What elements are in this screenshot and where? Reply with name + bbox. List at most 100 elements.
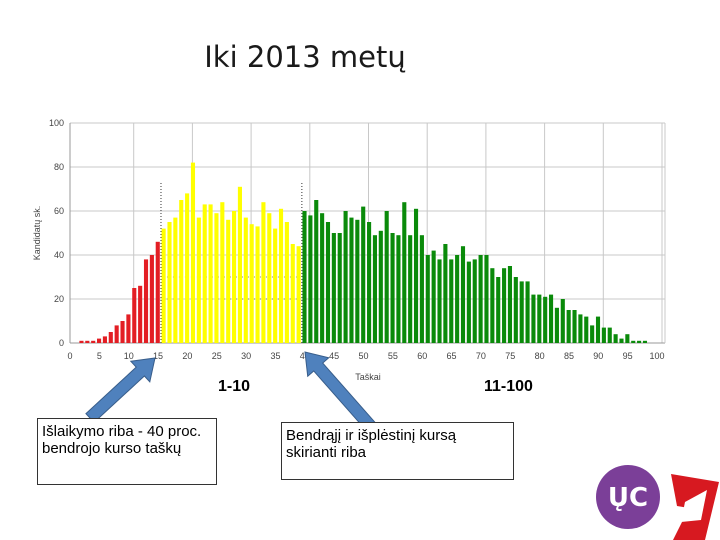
logo-icon: ŲC xyxy=(596,465,719,540)
bar xyxy=(91,340,96,343)
bar xyxy=(455,255,460,343)
y-tick-label: 40 xyxy=(54,250,64,260)
bar xyxy=(396,235,401,343)
x-tick-label: 50 xyxy=(358,351,368,361)
x-tick-label: 75 xyxy=(505,351,515,361)
bar xyxy=(408,235,413,343)
bar xyxy=(525,281,530,343)
bar xyxy=(513,277,518,343)
x-tick-label: 10 xyxy=(124,351,134,361)
bar xyxy=(642,340,648,343)
annotation-arrows xyxy=(85,351,378,433)
bar xyxy=(185,193,190,343)
bar xyxy=(507,266,513,343)
bar xyxy=(637,340,642,343)
x-tick-label: 80 xyxy=(535,351,545,361)
bar xyxy=(472,259,477,343)
y-tick-label: 100 xyxy=(49,118,64,128)
bar xyxy=(595,316,601,343)
bar xyxy=(490,268,495,343)
x-tick-label: 45 xyxy=(329,351,339,361)
range-label-right: 11-100 xyxy=(484,378,533,395)
pass-threshold-note: Išlaikymo riba - 40 proc. bendrojo kurso… xyxy=(37,418,217,485)
y-axis-label: Kandidatų sk. xyxy=(32,206,42,261)
bar xyxy=(631,340,636,343)
bar xyxy=(255,226,260,343)
y-tick-label: 0 xyxy=(59,338,64,348)
bar xyxy=(372,235,378,343)
bar xyxy=(278,208,284,343)
bar xyxy=(478,255,483,343)
bar xyxy=(590,325,595,343)
bar xyxy=(79,340,84,343)
bar xyxy=(619,338,624,343)
bar xyxy=(243,217,248,343)
bar xyxy=(220,202,225,343)
bar xyxy=(190,162,196,343)
bar xyxy=(449,259,454,343)
bar xyxy=(143,259,149,343)
bar xyxy=(484,255,489,343)
bar xyxy=(431,250,436,343)
bar xyxy=(114,325,119,343)
bar xyxy=(214,213,219,343)
bar xyxy=(443,244,448,343)
bar xyxy=(273,228,278,343)
bar xyxy=(425,255,430,343)
bar xyxy=(460,246,466,343)
x-axis-label: Taškai xyxy=(355,372,381,382)
course-split-note: Bendrąjį ir išplėstinį kursą skirianti r… xyxy=(281,422,514,480)
bar xyxy=(384,211,389,343)
bar xyxy=(402,202,407,343)
y-tick-label: 60 xyxy=(54,206,64,216)
bar xyxy=(548,294,554,343)
x-tick-label: 90 xyxy=(593,351,603,361)
bar xyxy=(126,314,131,343)
bar xyxy=(226,219,231,343)
bar xyxy=(413,208,419,343)
bar xyxy=(437,259,442,343)
bar xyxy=(314,200,319,343)
bar xyxy=(554,307,559,343)
bar xyxy=(132,288,137,343)
bar xyxy=(102,336,107,343)
bar xyxy=(155,241,160,343)
bar xyxy=(167,222,172,343)
bar xyxy=(85,340,90,343)
chart-bars xyxy=(79,162,648,343)
x-tick-label: 60 xyxy=(417,351,427,361)
pass-threshold-arrow xyxy=(85,357,156,424)
bar xyxy=(343,211,348,343)
bar xyxy=(566,310,571,343)
x-tick-label: 70 xyxy=(476,351,486,361)
bar xyxy=(560,299,565,343)
bar xyxy=(613,334,618,343)
bar xyxy=(208,204,213,343)
bar xyxy=(296,246,301,343)
x-tick-label: 65 xyxy=(447,351,457,361)
bar xyxy=(331,233,336,343)
bar xyxy=(578,314,583,343)
bar xyxy=(196,217,201,343)
bar xyxy=(108,332,113,343)
bar xyxy=(496,277,501,343)
x-tick-label: 40 xyxy=(300,351,310,361)
bar xyxy=(502,268,507,343)
bar xyxy=(302,211,307,343)
bar xyxy=(232,211,237,343)
bar xyxy=(361,206,366,343)
bar xyxy=(543,296,548,343)
bar xyxy=(337,233,342,343)
bar xyxy=(531,294,536,343)
bar xyxy=(367,222,372,343)
bar xyxy=(308,215,313,343)
bar xyxy=(601,327,606,343)
x-tick-label: 95 xyxy=(623,351,633,361)
bar xyxy=(625,334,630,343)
x-tick-label: 15 xyxy=(153,351,163,361)
bar xyxy=(519,281,524,343)
page-title: Iki 2013 metų xyxy=(204,40,406,74)
bar xyxy=(173,217,178,343)
range-label-left: 1-10 xyxy=(218,378,251,395)
